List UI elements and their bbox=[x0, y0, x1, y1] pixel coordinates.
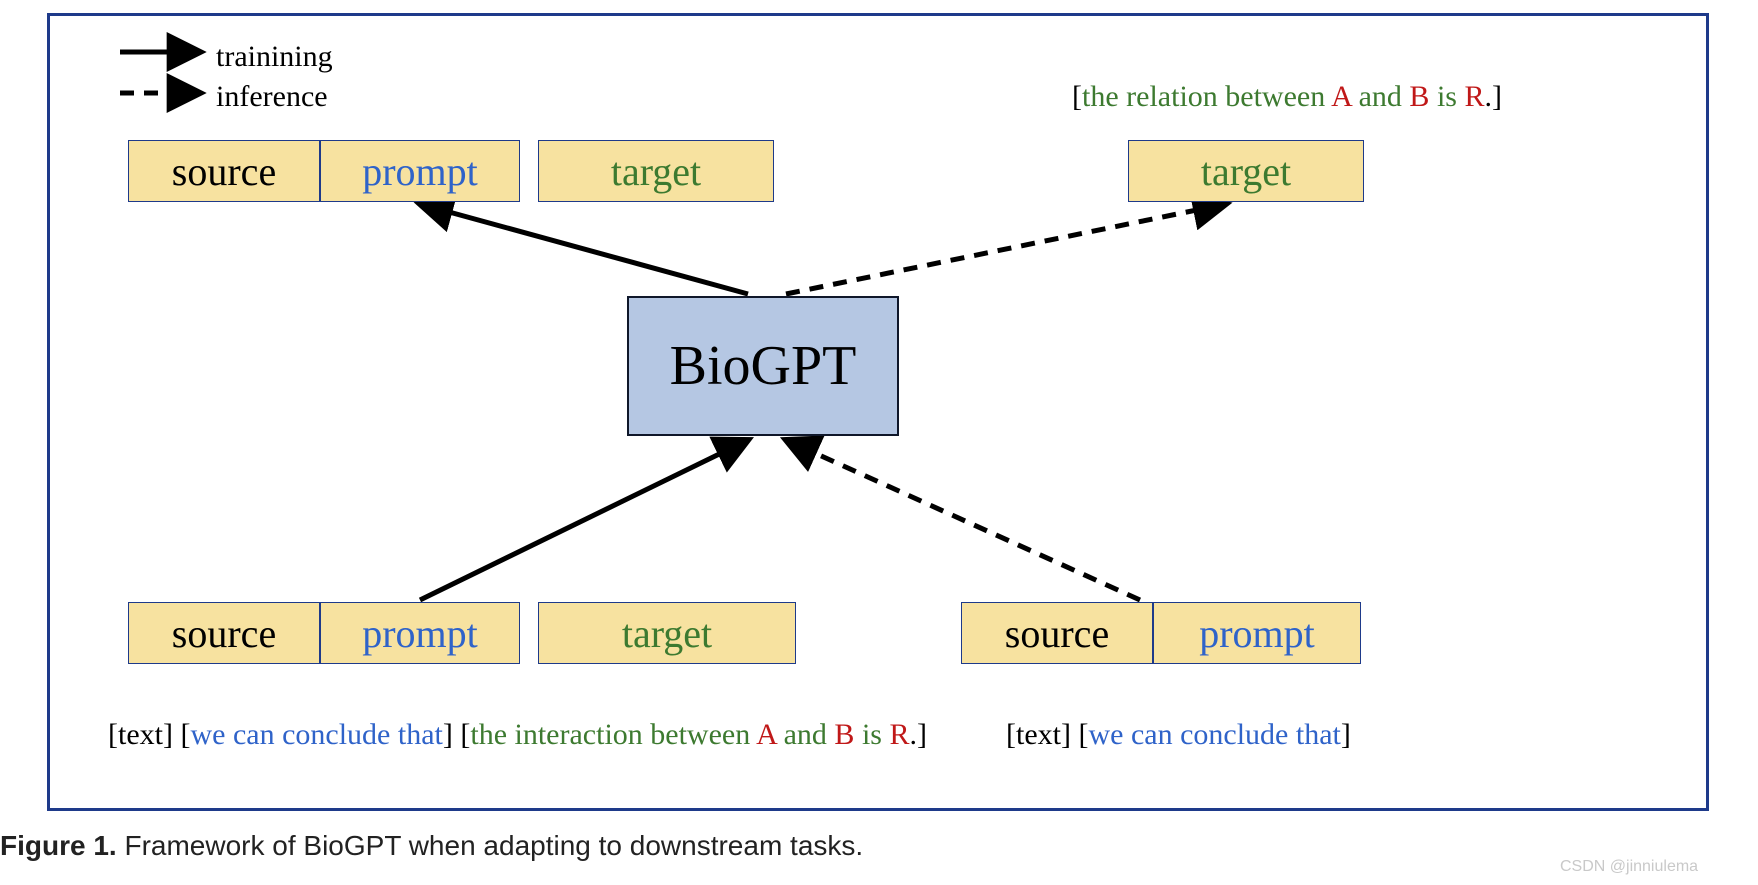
box-tr_target: target bbox=[1128, 140, 1364, 202]
legend-label-inference: inference bbox=[216, 80, 328, 114]
box-label-bl_target: target bbox=[622, 610, 712, 657]
box-tl_source: source bbox=[128, 140, 320, 202]
box-br_prompt: prompt bbox=[1153, 602, 1361, 664]
box-bl_prompt: prompt bbox=[320, 602, 520, 664]
box-label-tl_prompt: prompt bbox=[362, 148, 478, 195]
box-label-bl_prompt: prompt bbox=[362, 610, 478, 657]
annotation-bottom-right: [text] [we can conclude that] bbox=[1006, 718, 1351, 752]
box-bl_target: target bbox=[538, 602, 796, 664]
watermark: CSDN @jinniulema bbox=[1560, 858, 1698, 876]
box-label-tl_target: target bbox=[611, 148, 701, 195]
box-label-center: BioGPT bbox=[670, 334, 857, 398]
caption-prefix: Figure 1. bbox=[0, 830, 117, 861]
box-center: BioGPT bbox=[627, 296, 899, 436]
box-tl_target: target bbox=[538, 140, 774, 202]
box-label-bl_source: source bbox=[172, 610, 276, 657]
figure-caption: Figure 1. Framework of BioGPT when adapt… bbox=[0, 830, 863, 862]
box-label-br_source: source bbox=[1005, 610, 1109, 657]
annotation-top-right: [the relation between A and B is R.] bbox=[1072, 80, 1502, 114]
caption-text: Framework of BioGPT when adapting to dow… bbox=[117, 830, 863, 861]
box-br_source: source bbox=[961, 602, 1153, 664]
annotation-bottom-left: [text] [we can conclude that] [the inter… bbox=[108, 718, 927, 752]
box-label-br_prompt: prompt bbox=[1199, 610, 1315, 657]
box-bl_source: source bbox=[128, 602, 320, 664]
box-label-tl_source: source bbox=[172, 148, 276, 195]
box-label-tr_target: target bbox=[1201, 148, 1291, 195]
legend-label-training: trainining bbox=[216, 40, 333, 74]
box-tl_prompt: prompt bbox=[320, 140, 520, 202]
